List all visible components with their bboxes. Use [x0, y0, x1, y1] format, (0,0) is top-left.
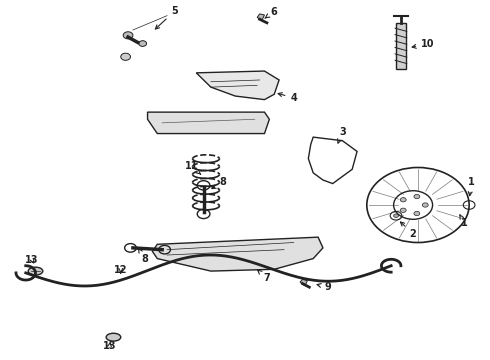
Polygon shape: [196, 71, 279, 100]
Circle shape: [400, 198, 406, 202]
Text: 8: 8: [212, 177, 226, 189]
Text: 13: 13: [103, 341, 116, 351]
Text: 6: 6: [265, 7, 277, 18]
Polygon shape: [152, 237, 323, 271]
Text: 8: 8: [138, 248, 148, 264]
Text: 12: 12: [114, 265, 127, 275]
Circle shape: [121, 53, 130, 60]
Circle shape: [123, 32, 133, 39]
Text: 5: 5: [155, 6, 178, 29]
Circle shape: [414, 194, 420, 199]
Text: 1: 1: [468, 177, 475, 196]
Circle shape: [393, 214, 398, 217]
Text: 1: 1: [460, 215, 467, 228]
Text: 9: 9: [317, 282, 331, 292]
Circle shape: [139, 41, 147, 46]
Text: 10: 10: [412, 39, 435, 49]
Text: 2: 2: [400, 222, 416, 239]
Text: 4: 4: [278, 93, 297, 103]
Polygon shape: [396, 23, 406, 69]
Circle shape: [400, 208, 406, 212]
Ellipse shape: [106, 333, 121, 341]
Text: 11: 11: [185, 161, 201, 174]
Polygon shape: [257, 14, 265, 20]
Text: 7: 7: [258, 270, 270, 283]
Polygon shape: [300, 279, 307, 286]
Text: 13: 13: [25, 255, 39, 265]
Circle shape: [422, 203, 428, 207]
Circle shape: [414, 211, 420, 216]
Text: 3: 3: [338, 127, 346, 143]
Polygon shape: [147, 112, 270, 134]
Ellipse shape: [28, 267, 43, 275]
